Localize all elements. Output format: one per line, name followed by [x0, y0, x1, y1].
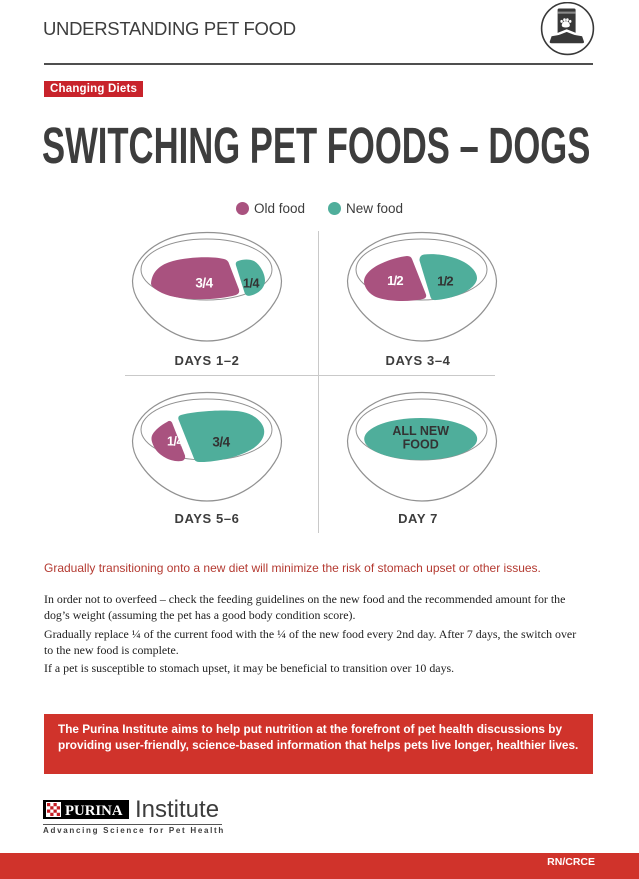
svg-text:1/4: 1/4	[167, 434, 183, 448]
svg-text:ALL NEW: ALL NEW	[392, 424, 449, 438]
svg-text:3/4: 3/4	[195, 275, 213, 290]
svg-text:1/2: 1/2	[387, 273, 403, 288]
svg-text:FOOD: FOOD	[403, 437, 439, 451]
svg-text:1/2: 1/2	[437, 273, 453, 288]
svg-text:3/4: 3/4	[212, 434, 230, 449]
svg-text:1/4: 1/4	[243, 276, 259, 290]
